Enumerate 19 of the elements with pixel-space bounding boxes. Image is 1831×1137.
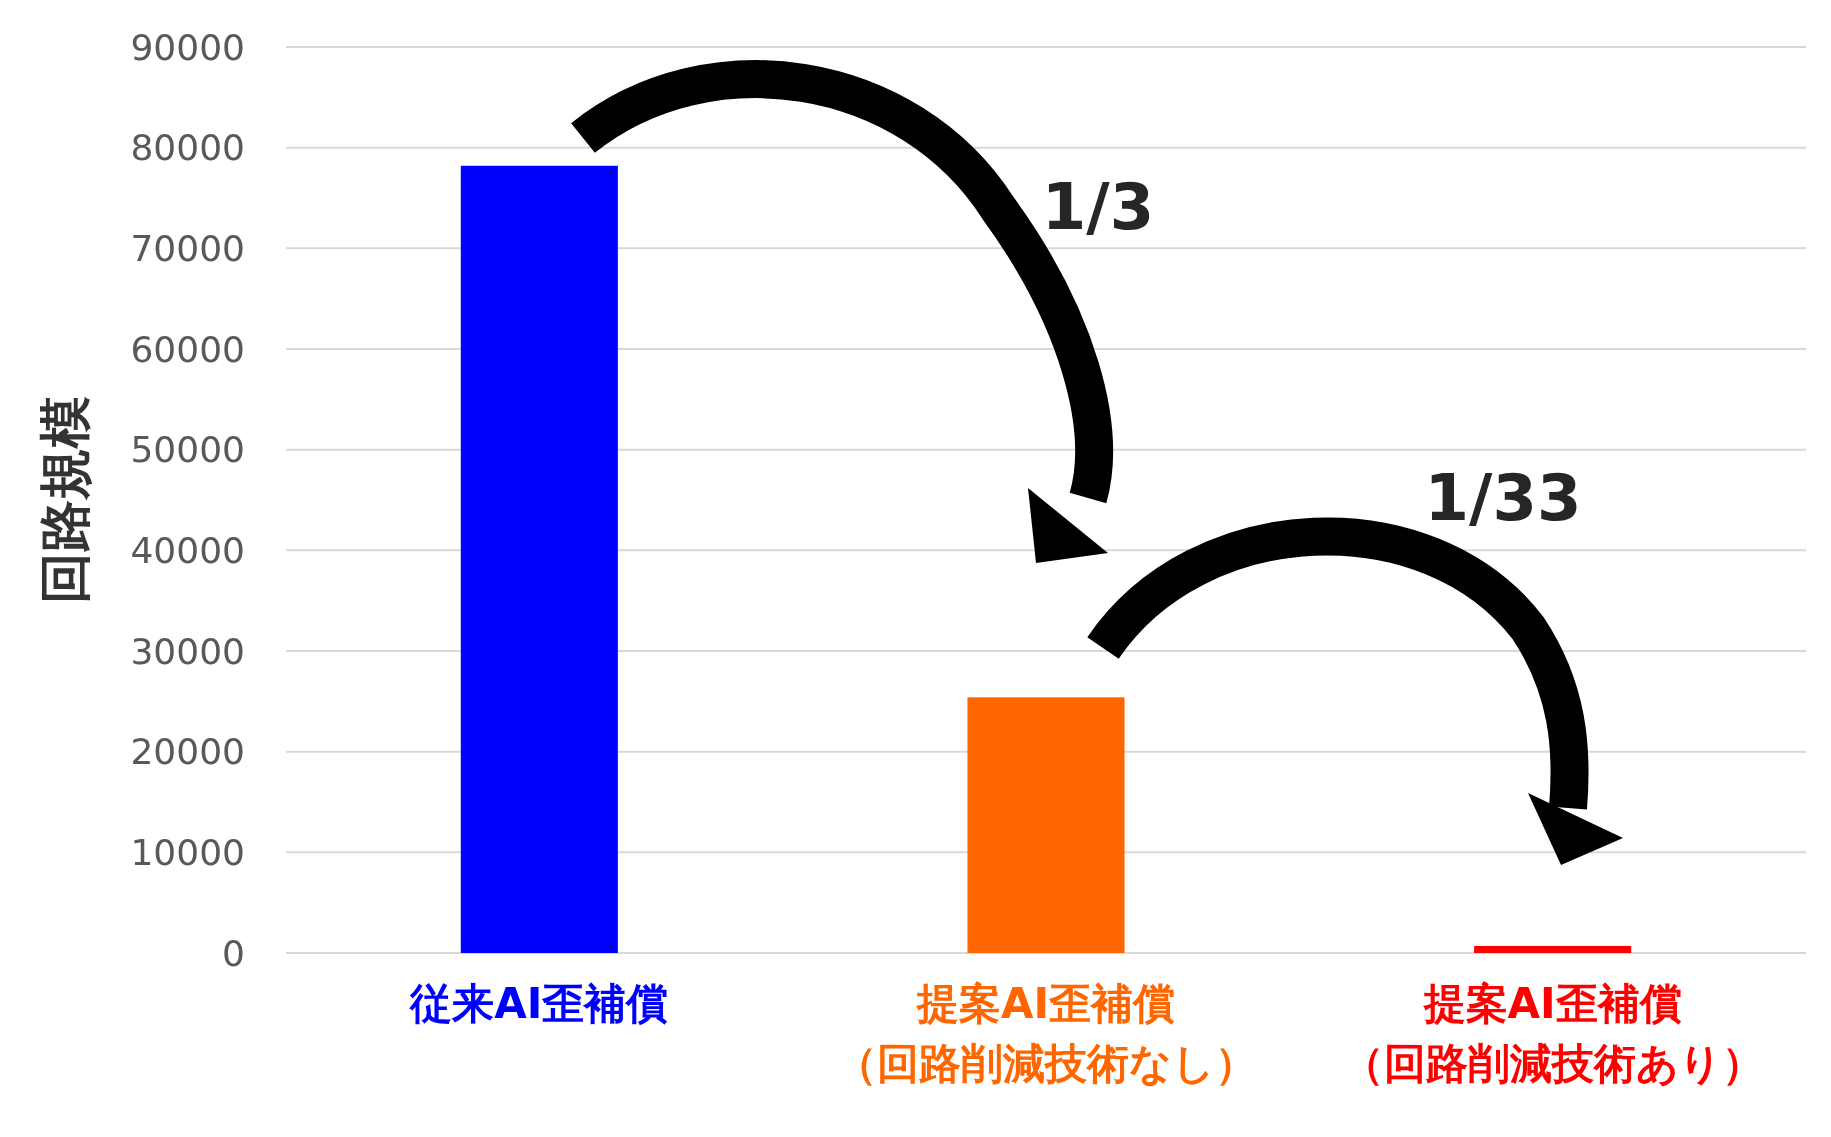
- y-axis-title: 回路規模: [35, 396, 95, 604]
- y-tick-label: 60000: [130, 328, 245, 370]
- bar: [1474, 945, 1632, 953]
- bar: [967, 697, 1125, 953]
- y-tick-label: 10000: [130, 831, 245, 873]
- y-tick-label: 50000: [130, 429, 245, 471]
- bar: [460, 165, 618, 953]
- x-tick-label: 提案AI歪補償（回路削減技術なし）: [835, 979, 1257, 1088]
- y-tick-label: 80000: [130, 127, 245, 169]
- annotation: 1/3: [1041, 170, 1155, 245]
- y-tick-label: 70000: [130, 227, 245, 269]
- y-tick-label: 90000: [130, 26, 245, 68]
- y-tick-label: 0: [222, 932, 245, 974]
- y-tick-label: 30000: [130, 630, 245, 672]
- y-tick-label: 40000: [130, 529, 245, 571]
- annotation: 1/33: [1424, 461, 1582, 536]
- x-tick-label: 従来AI歪補償: [409, 979, 669, 1028]
- x-tick-label: 提案AI歪補償（回路削減技術あり）: [1341, 979, 1764, 1088]
- y-tick-label: 20000: [130, 731, 245, 773]
